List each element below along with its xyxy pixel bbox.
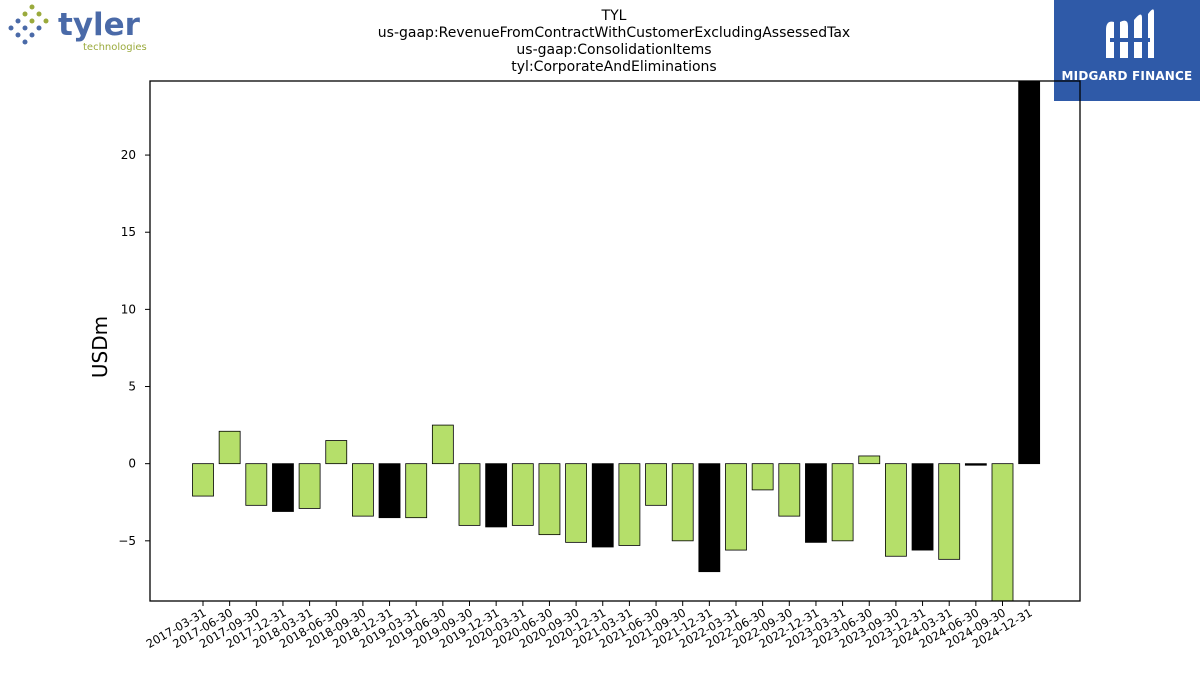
bar-2021-03-31 [618,463,641,546]
chart-title-line: TYL [601,8,627,24]
bar-2023-03-31 [831,463,854,542]
y-axis-label: USDm [88,316,112,378]
bar-2018-06-30 [325,440,348,465]
bar-2020-09-30 [565,463,587,543]
chart-title-line: us-gaap:ConsolidationItems [516,42,711,58]
bar-2022-06-30 [751,463,774,491]
bar-2017-12-31 [272,463,294,512]
bar-2019-06-30 [431,424,454,465]
chart-title-line: us-gaap:RevenueFromContractWithCustomerE… [378,25,850,41]
bar-2024-03-31 [938,463,961,560]
bar-2020-03-31 [511,463,534,526]
bar-2018-09-30 [351,463,374,517]
bar-2022-12-31 [805,463,827,543]
midgard-finance-logo: MIDGARD FINANCE [1054,0,1200,101]
y-tick-label: 15 [121,225,136,239]
tyler-wordmark: tyler [58,7,141,43]
bar-2024-06-30 [964,463,987,466]
bar-2017-03-31 [192,463,214,497]
bar-2024-09-30 [991,463,1014,602]
bar-2021-06-30 [645,463,667,506]
midgard-mark-icon [1106,9,1154,59]
y-tick-label: 0 [128,457,136,471]
bar-2017-06-30 [218,430,241,465]
bar-2018-12-31 [378,463,401,519]
bar-2017-09-30 [245,463,268,506]
bar-2023-12-31 [911,463,934,551]
bar-2023-09-30 [885,463,907,557]
tyler-dots-mark [8,4,49,45]
y-tick-label: 5 [128,380,136,394]
bar-2020-12-31 [591,463,614,548]
bar-2022-09-30 [778,463,801,517]
midgard-finance-label: MIDGARD FINANCE [1061,69,1193,83]
bar-2020-06-30 [538,463,561,536]
bar-2023-06-30 [858,455,881,465]
bar-2019-03-31 [405,463,428,519]
bar-2019-09-30 [458,463,481,526]
bar-2018-03-31 [298,463,321,509]
bar-2021-09-30 [671,463,694,542]
tyler-tagline: technologies [83,42,147,53]
tyler-technologies-logo: tyler technologies [8,4,147,53]
plot-frame [149,80,1081,602]
chart-title-line: tyl:CorporateAndEliminations [511,59,716,75]
bar-2019-12-31 [485,463,508,528]
y-tick-label: 10 [121,302,136,316]
y-tick-label: 20 [121,148,136,162]
bar-2022-03-31 [725,463,747,551]
bar-2021-12-31 [698,463,721,573]
bar-2024-12-31 [1018,80,1041,465]
y-tick-label: −5 [118,534,136,548]
